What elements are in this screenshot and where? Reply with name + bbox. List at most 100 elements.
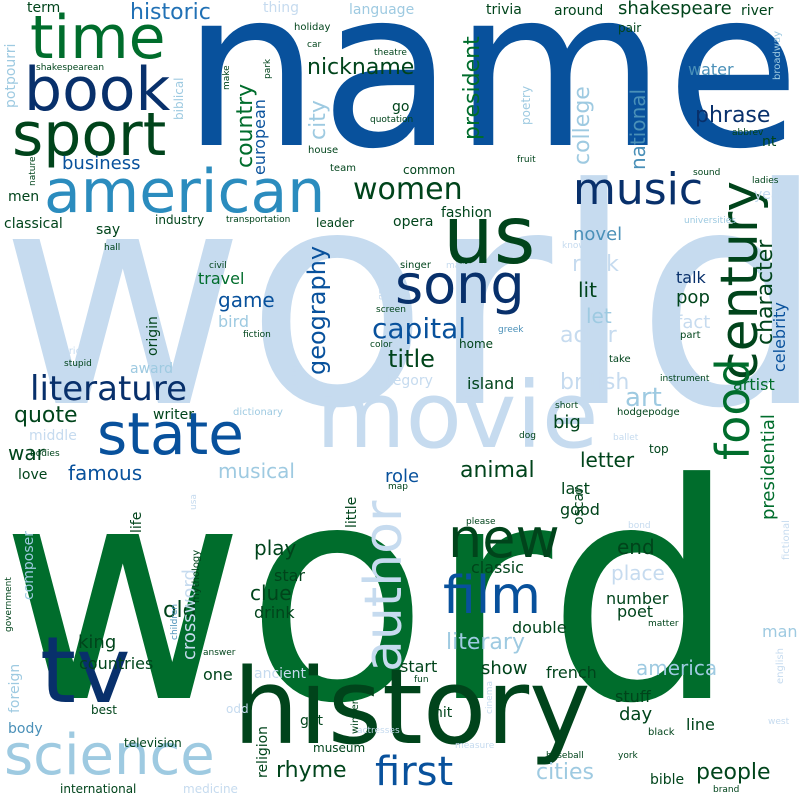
word-ballet: ballet: [613, 433, 639, 443]
word-fashion: fashion: [441, 205, 493, 221]
word-drink: drink: [254, 603, 295, 622]
word-theatre: theatre: [374, 48, 407, 58]
word-star: star: [274, 566, 305, 585]
word-american: american: [44, 157, 326, 227]
word-leader: leader: [316, 216, 355, 230]
word-place: place: [611, 561, 665, 585]
word-fiction: fiction: [243, 330, 271, 340]
word-short: short: [555, 401, 579, 411]
word-got: got: [300, 713, 323, 729]
word-trivia: trivia: [486, 2, 522, 18]
word-new: new: [448, 507, 560, 570]
word-middle: middle: [29, 428, 77, 444]
word-poet: poet: [617, 602, 654, 621]
word-odd: odd: [226, 702, 249, 716]
word-composer: composer: [21, 530, 37, 600]
word-stupid: stupid: [64, 359, 92, 369]
word-greek: greek: [498, 325, 524, 335]
word-world: world: [0, 125, 800, 474]
word-potpourri: potpourri: [3, 43, 19, 108]
word-team: team: [330, 163, 356, 174]
word-television: television: [124, 736, 182, 750]
word-black: black: [648, 727, 675, 738]
word-british: british: [560, 370, 630, 395]
word-let: let: [586, 304, 612, 328]
word-magazine: magazine: [446, 261, 490, 271]
word-college: college: [570, 86, 595, 165]
word-thing: thing: [263, 0, 300, 16]
word-great: great: [377, 276, 387, 300]
word-york: york: [618, 751, 638, 761]
word-measure: measure: [455, 741, 495, 751]
word-countries: countries: [79, 654, 154, 673]
word-car: car: [307, 40, 322, 50]
word-novel: novel: [573, 224, 623, 245]
word-city: city: [306, 100, 331, 140]
word-water: water: [688, 60, 734, 79]
word-sport: sport: [12, 100, 167, 170]
word-man: man: [762, 622, 798, 641]
word-oscar: oscar: [571, 487, 587, 525]
word-sound: sound: [693, 168, 721, 178]
word-opera: opera: [393, 214, 434, 230]
word-dictionary: dictionary: [233, 407, 283, 418]
word-first: first: [375, 749, 454, 795]
word-phrase: phrase: [695, 103, 771, 128]
word-bond: bond: [628, 521, 651, 531]
word-famous: famous: [68, 461, 143, 485]
word-civil: civil: [209, 261, 227, 271]
word-medicine: medicine: [183, 782, 238, 796]
word-brand: brand: [713, 785, 740, 795]
word-take: take: [609, 354, 631, 365]
word-nickname: nickname: [307, 55, 415, 80]
word-european: european: [250, 99, 269, 175]
word-baseball: baseball: [546, 751, 584, 761]
word-actresses: actresses: [357, 726, 400, 736]
word-mythology: mythology: [191, 549, 202, 603]
word-bodies: bodies: [30, 449, 60, 459]
word-line: line: [686, 715, 715, 734]
word-hodgepodge: hodgepodge: [617, 407, 680, 418]
word-year: year: [754, 187, 786, 203]
word-ladies: ladies: [752, 176, 779, 186]
word-quote: quote: [14, 403, 78, 428]
word-dog: dog: [519, 431, 536, 441]
word-best: best: [91, 703, 117, 717]
word-award: award: [130, 361, 174, 377]
word-double: double: [512, 618, 567, 637]
word-war: war: [8, 441, 45, 465]
word-island: island: [467, 374, 515, 393]
word-park: park: [263, 58, 273, 79]
word-tv: tv: [40, 617, 131, 724]
word-shakespearean: shakespearean: [36, 63, 105, 73]
word-us: us: [443, 189, 536, 282]
word-usa: usa: [189, 494, 199, 510]
word-broadway: broadway: [772, 30, 783, 80]
word-museum: museum: [313, 741, 366, 755]
word-fruit: fruit: [517, 155, 536, 165]
word-food: food: [706, 358, 760, 460]
word-stuff: stuff: [615, 687, 651, 706]
word-quotation: quotation: [370, 115, 414, 125]
word-french: french: [546, 663, 597, 682]
word-fictional: fictional: [781, 520, 792, 560]
word-hall: hall: [104, 243, 121, 253]
word-classical: classical: [4, 216, 63, 232]
word-word: word: [0, 420, 738, 769]
word-life: life: [129, 511, 145, 533]
word-instrument: instrument: [660, 374, 710, 384]
word-science: science: [4, 723, 215, 788]
word-origin: origin: [145, 316, 161, 356]
word-show: show: [481, 658, 528, 679]
word-cities: cities: [536, 760, 594, 785]
word-language: language: [349, 2, 415, 18]
word-rhyme: rhyme: [276, 758, 347, 783]
word-game: game: [218, 288, 275, 312]
word-lyric: lyric: [60, 346, 82, 357]
word-capital: capital: [372, 312, 467, 345]
word-universities: universities: [684, 216, 736, 226]
word-name: name: [182, 0, 800, 197]
word-abbrev: abbrev: [732, 128, 764, 138]
word-nature: nature: [28, 156, 38, 187]
word-home: home: [459, 337, 494, 351]
